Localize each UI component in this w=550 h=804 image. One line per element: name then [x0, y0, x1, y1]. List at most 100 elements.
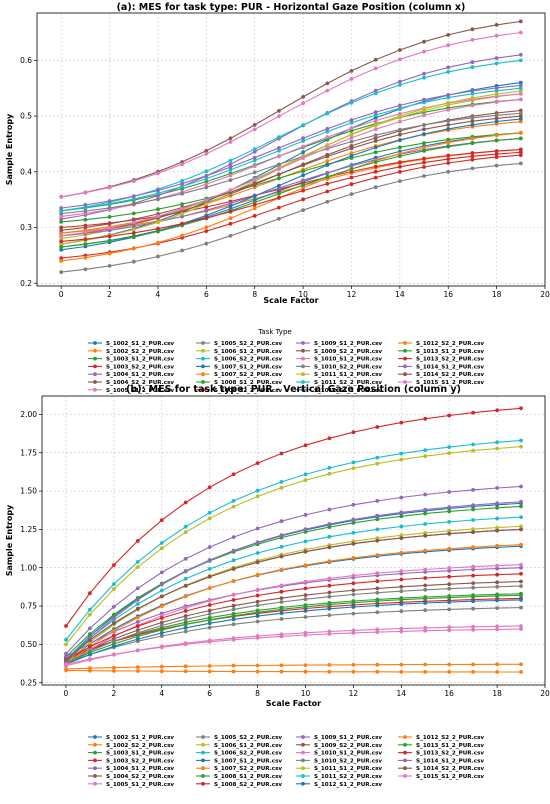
data-point [255, 599, 260, 604]
data-point [255, 636, 260, 640]
series-line-S_1005_S2_2_PUR.csv [65, 607, 522, 664]
data-point [204, 213, 209, 218]
series-line-S_1011_S2_2_PUR.csv [61, 87, 521, 212]
data-point [398, 48, 402, 52]
data-point [301, 150, 305, 155]
data-point [252, 127, 257, 132]
x-tick-label: 6 [207, 689, 212, 698]
legend-label: S_1008_S2_2_PUR.csv [214, 388, 282, 394]
data-point [518, 161, 523, 166]
data-point [375, 455, 380, 460]
data-point [183, 569, 188, 574]
data-point [519, 527, 523, 532]
legend-item: S_1007_S1_2_PUR.csv [196, 364, 282, 370]
data-point [303, 563, 308, 567]
data-point [183, 524, 188, 529]
data-point [107, 226, 112, 231]
data-point [495, 563, 499, 568]
data-point [64, 637, 68, 642]
data-point [156, 229, 160, 234]
data-point [375, 538, 380, 543]
legend-item: S_1002_S1_2_PUR.csv [88, 341, 174, 347]
legend-item: S_1013_S1_2_PUR.csv [398, 743, 484, 749]
data-point [398, 114, 402, 118]
data-point [423, 601, 428, 605]
series-line-S_1006_S1_2_PUR.csv [65, 446, 522, 645]
data-point [301, 136, 305, 141]
data-point [303, 669, 308, 674]
legend-label: S_1003_S1_2_PUR.csv [106, 357, 174, 363]
legend-item: S_1007_S2_2_PUR.csv [196, 372, 282, 378]
series-line-S_1011_S1_2_PUR.csv [61, 90, 521, 245]
data-point [112, 612, 116, 617]
legend-label: S_1010_S2_2_PUR.csv [314, 364, 382, 370]
data-point [373, 110, 378, 115]
data-point [470, 154, 475, 159]
series-line-S_1010_S1_2_PUR.csv [65, 564, 522, 665]
series-line-S_1006_S2_2_PUR.csv [65, 439, 522, 641]
data-point [447, 670, 452, 674]
data-point [446, 95, 451, 100]
data-point [375, 603, 380, 608]
data-point [231, 504, 236, 509]
data-point [398, 83, 402, 87]
data-point [349, 151, 354, 156]
legend-marker [403, 380, 407, 384]
data-point [351, 530, 356, 535]
data-point [373, 160, 378, 165]
data-point [471, 573, 475, 578]
legend-item: S_1003_S1_2_PUR.csv [88, 357, 174, 363]
data-point [349, 146, 354, 151]
data-point [398, 170, 402, 174]
data-point [349, 69, 354, 73]
data-point [327, 545, 332, 550]
legend-label: S_1009_S1_2_PUR.csv [314, 341, 382, 347]
data-point [349, 192, 354, 197]
legend-item: S_1012_S1_2_PUR.csv [296, 782, 382, 788]
data-point [279, 485, 284, 490]
legend-label: S_1013_S2_2_PUR.csv [416, 751, 484, 757]
data-point [135, 606, 140, 611]
data-point [423, 548, 428, 553]
data-point [399, 536, 404, 540]
data-point [252, 149, 257, 154]
data-point [471, 527, 475, 531]
legend-label: S_1013_S2_2_PUR.csv [416, 357, 484, 363]
data-point [422, 156, 426, 161]
data-point [423, 626, 428, 630]
data-point [88, 607, 92, 612]
data-point [373, 57, 378, 62]
data-point [277, 216, 281, 221]
data-point [447, 413, 452, 418]
legend-marker [93, 364, 97, 369]
data-point [228, 158, 233, 163]
data-point [131, 259, 136, 264]
legend-marker [301, 735, 305, 739]
data-point [279, 533, 284, 538]
data-point [252, 214, 257, 218]
data-point [83, 225, 88, 230]
data-point [59, 195, 64, 199]
legend-marker [93, 735, 97, 739]
data-point [375, 662, 380, 667]
data-point [423, 533, 428, 538]
legend-marker [403, 774, 407, 778]
legend-label: S_1006_S1_2_PUR.csv [214, 349, 282, 355]
legend-label: S_1007_S1_2_PUR.csv [214, 364, 282, 370]
data-point [252, 181, 257, 186]
data-point [252, 123, 257, 127]
data-point [112, 652, 116, 657]
series-line-S_1009_S2_2_PUR.csv [65, 580, 522, 662]
data-point [135, 598, 140, 602]
data-point [303, 549, 308, 554]
legend-item: S_1007_S2_2_PUR.csv [196, 766, 282, 772]
data-point [325, 163, 330, 168]
data-point [255, 593, 260, 598]
x-tick-label: 0 [64, 689, 69, 698]
legend-label: S_1008_S1_2_PUR.csv [214, 774, 282, 780]
data-point [255, 494, 260, 499]
data-point [204, 225, 209, 230]
data-point [183, 583, 188, 588]
data-point [156, 171, 160, 176]
